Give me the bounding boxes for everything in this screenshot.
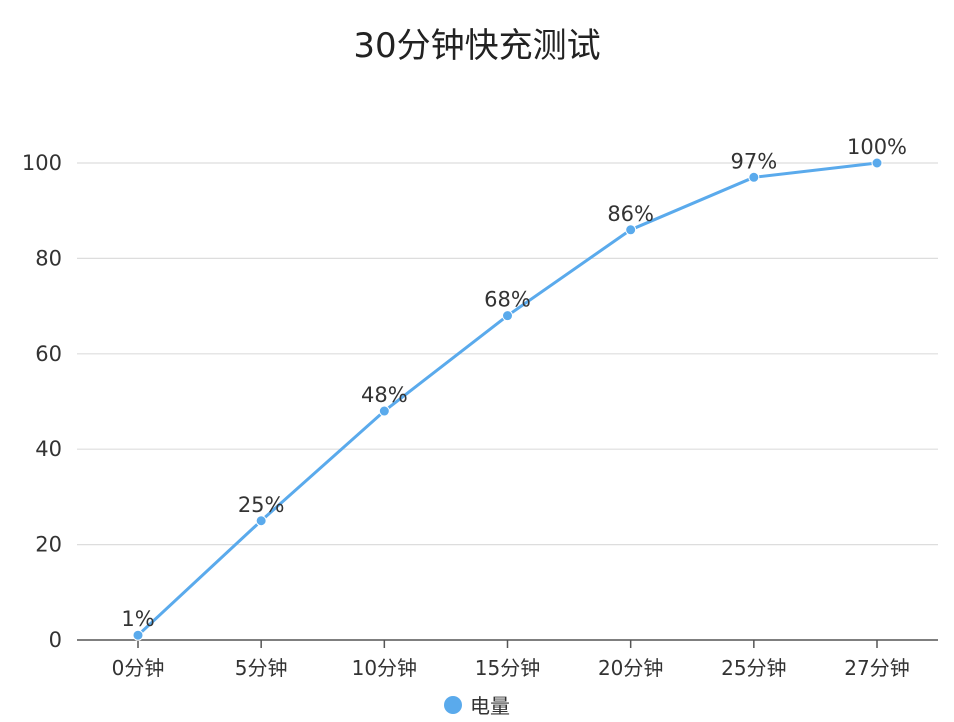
x-tick-label: 27分钟 xyxy=(844,656,909,680)
y-tick-label: 80 xyxy=(35,246,62,270)
data-point xyxy=(871,157,883,169)
x-tick-label: 5分钟 xyxy=(235,656,288,680)
legend-label: 电量 xyxy=(470,694,510,718)
data-point xyxy=(255,515,267,527)
data-label: 25% xyxy=(238,493,285,517)
x-tick-label: 0分钟 xyxy=(112,656,165,680)
data-point xyxy=(502,310,513,322)
data-label: 86% xyxy=(607,202,654,226)
data-point xyxy=(378,405,390,417)
data-label: 100% xyxy=(847,135,907,159)
y-tick-label: 40 xyxy=(35,437,62,461)
y-tick-label: 0 xyxy=(49,628,62,652)
y-tick-label: 60 xyxy=(35,342,62,366)
data-label: 1% xyxy=(121,607,154,631)
data-label: 97% xyxy=(730,149,777,173)
data-point xyxy=(625,224,637,236)
x-tick-label: 15分钟 xyxy=(475,656,540,680)
y-tick-label: 100 xyxy=(22,151,62,175)
data-label: 48% xyxy=(361,383,408,407)
legend: 电量 xyxy=(0,690,954,719)
x-tick-label: 10分钟 xyxy=(352,656,417,680)
x-tick-label: 20分钟 xyxy=(598,656,663,680)
data-point xyxy=(748,171,760,183)
chart-title: 30分钟快充测试 xyxy=(353,26,601,66)
x-tick-label: 25分钟 xyxy=(721,656,786,680)
series-line xyxy=(136,161,878,637)
data-label: 68% xyxy=(484,288,531,312)
y-tick-label: 20 xyxy=(35,533,62,557)
data-point xyxy=(132,629,144,641)
legend-marker xyxy=(444,695,462,714)
